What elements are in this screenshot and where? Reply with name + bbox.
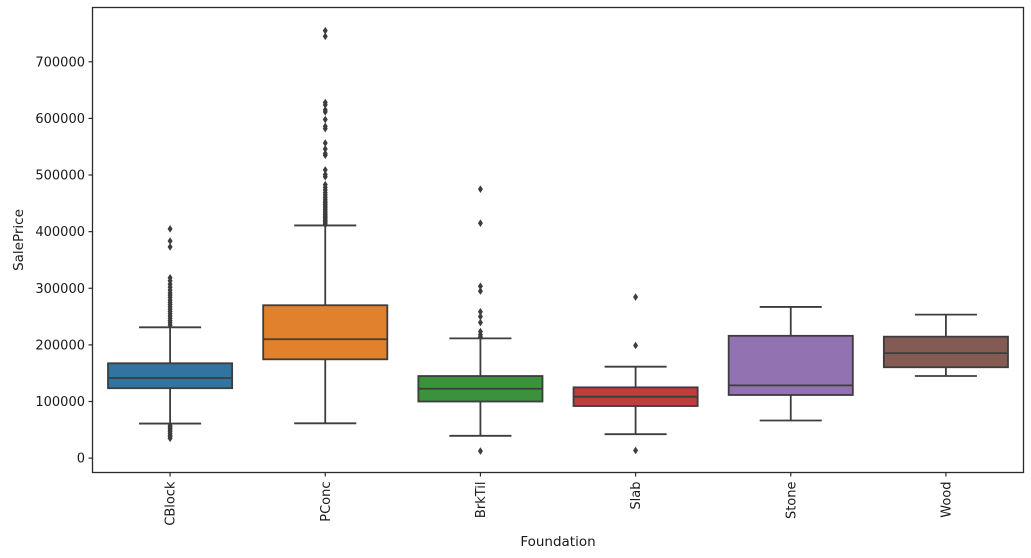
outlier-point xyxy=(477,447,483,455)
outlier-point xyxy=(477,219,483,227)
x-tick-label-slab: Slab xyxy=(629,482,644,510)
outlier-point xyxy=(322,180,328,189)
boxplot-brktil xyxy=(417,185,544,455)
outlier-point xyxy=(633,341,639,350)
y-tick-label: 600000 xyxy=(35,112,85,127)
y-tick-label: 400000 xyxy=(35,225,85,240)
outlier-point xyxy=(167,273,173,282)
outlier-point xyxy=(477,327,483,336)
boxplot-stone xyxy=(727,306,854,422)
outlier-point xyxy=(322,32,328,41)
outlier-point xyxy=(167,243,173,251)
x-tick-label-pconc: PConc xyxy=(319,482,334,522)
outlier-point xyxy=(322,98,328,107)
outlier-point xyxy=(322,26,328,35)
y-tick-label: 100000 xyxy=(35,395,85,410)
outlier-point xyxy=(633,293,639,301)
outlier-point xyxy=(477,307,483,316)
y-tick-label: 0 xyxy=(77,452,85,467)
boxplot-wood xyxy=(882,313,1009,377)
box-rect xyxy=(262,304,389,361)
y-tick-label: 700000 xyxy=(35,55,85,70)
outlier-point xyxy=(322,145,328,153)
boxplot-slab xyxy=(572,293,699,455)
boxplot-pconc xyxy=(262,26,389,425)
outlier-point xyxy=(322,166,328,174)
outlier-point xyxy=(322,170,328,179)
x-tick-label-stone: Stone xyxy=(784,482,799,520)
x-axis-label: Foundation xyxy=(520,534,595,550)
boxplot-cblock xyxy=(107,225,234,443)
outlier-point xyxy=(322,115,328,124)
outlier-point xyxy=(477,185,483,193)
outlier-point xyxy=(167,237,173,245)
outlier-point xyxy=(477,282,483,291)
outlier-point xyxy=(167,225,173,233)
box-rect xyxy=(882,335,1009,369)
x-tick-label-brktil: BrkTil xyxy=(474,481,489,518)
outlier-point xyxy=(633,446,639,455)
outlier-point xyxy=(477,318,483,327)
outlier-point xyxy=(477,287,483,295)
x-tick-label-cblock: CBlock xyxy=(164,481,179,526)
outlier-point xyxy=(477,312,483,321)
y-tick-label: 500000 xyxy=(35,169,85,184)
outlier-point xyxy=(322,149,328,158)
axes-frame xyxy=(91,6,1025,474)
outlier-point xyxy=(322,122,328,131)
y-tick-label: 200000 xyxy=(35,338,85,353)
x-tick-label-wood: Wood xyxy=(939,482,954,518)
y-axis-label: SalePrice xyxy=(11,209,27,271)
box-rect xyxy=(107,362,234,390)
y-tick-label: 300000 xyxy=(35,282,85,297)
outlier-point xyxy=(167,421,173,430)
plot-area: 0 100000 200000 300000 400000 500000 600000 700… xyxy=(35,6,1025,526)
outlier-point xyxy=(322,106,328,114)
outlier-point xyxy=(322,139,328,147)
